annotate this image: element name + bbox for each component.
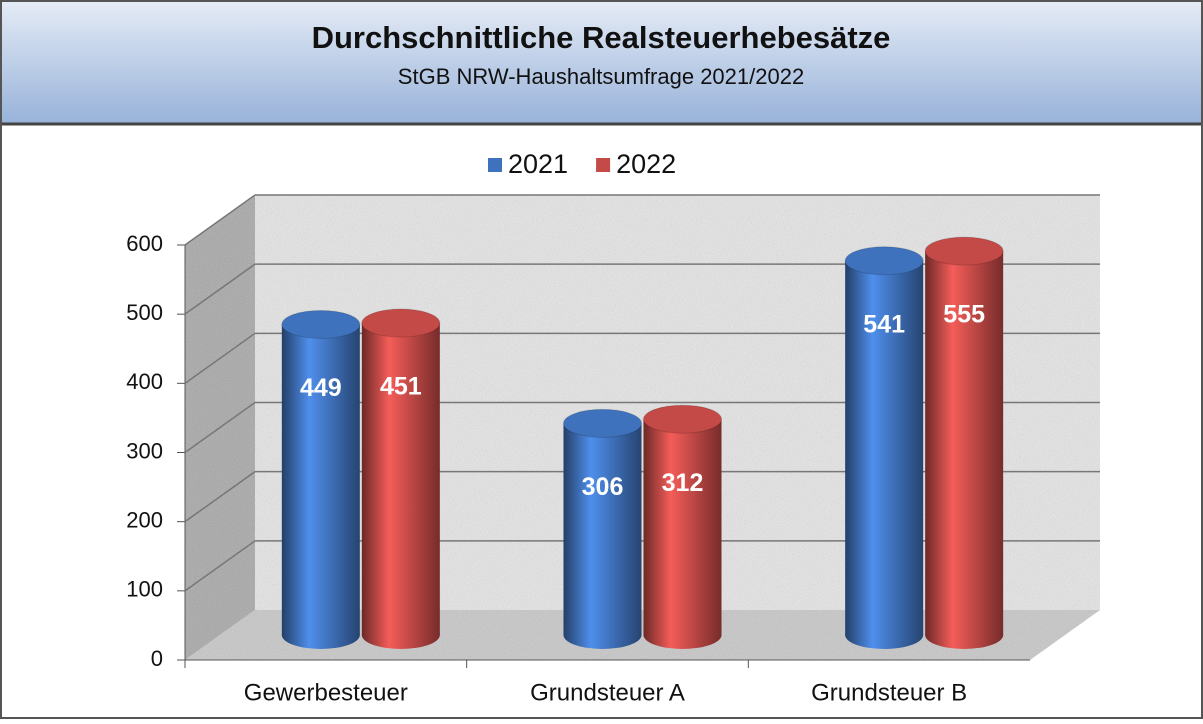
x-tick-label: Grundsteuer B xyxy=(811,679,967,706)
data-label: 449 xyxy=(300,374,342,402)
grid-line xyxy=(184,540,256,592)
chart-subtitle: StGB NRW-Haushaltsumfrage 2021/2022 xyxy=(398,64,804,89)
y-tick-label: 500 xyxy=(126,300,163,325)
bar-body xyxy=(281,324,360,635)
bar xyxy=(281,309,361,649)
bar-body xyxy=(361,323,440,635)
legend-label: 2021 xyxy=(508,149,568,179)
legend-swatch xyxy=(596,158,611,172)
data-label: 555 xyxy=(943,301,985,329)
legend-label: 2022 xyxy=(616,149,676,179)
header xyxy=(2,2,1201,124)
y-tick-label: 0 xyxy=(151,646,163,671)
bar-body xyxy=(643,419,722,635)
y-tick-label: 600 xyxy=(126,231,163,256)
data-label: 541 xyxy=(863,310,905,338)
y-tick-label: 400 xyxy=(126,369,163,394)
data-label: 312 xyxy=(662,469,704,497)
data-label: 451 xyxy=(380,373,422,401)
bar-body xyxy=(925,251,1004,635)
bar-top xyxy=(361,308,441,338)
bar-body xyxy=(845,260,924,635)
bar xyxy=(844,246,924,649)
bar xyxy=(924,236,1004,649)
y-tick-label: 100 xyxy=(126,577,163,602)
bar-top xyxy=(281,309,361,339)
bar-top xyxy=(643,404,722,434)
bar xyxy=(361,308,441,649)
bar xyxy=(563,408,642,649)
bar-body xyxy=(563,423,642,635)
grid-line xyxy=(184,263,256,315)
bar-top xyxy=(924,236,1004,266)
legend-swatch xyxy=(488,158,502,172)
grid-line xyxy=(184,332,256,384)
grid-line xyxy=(184,401,256,454)
data-label: 306 xyxy=(582,473,624,501)
x-tick-label: Grundsteuer A xyxy=(530,679,685,706)
chart-title: Durchschnittliche Realsteuerhebesätze xyxy=(312,20,891,55)
y-tick-label: 300 xyxy=(126,438,163,463)
x-tick-label: Gewerbesteuer xyxy=(244,679,408,706)
grid-line xyxy=(184,194,256,246)
grid-line xyxy=(184,471,256,523)
bar xyxy=(643,404,722,649)
y-tick-label: 200 xyxy=(126,507,163,532)
bar-top xyxy=(844,246,924,276)
bar-top xyxy=(563,408,642,438)
